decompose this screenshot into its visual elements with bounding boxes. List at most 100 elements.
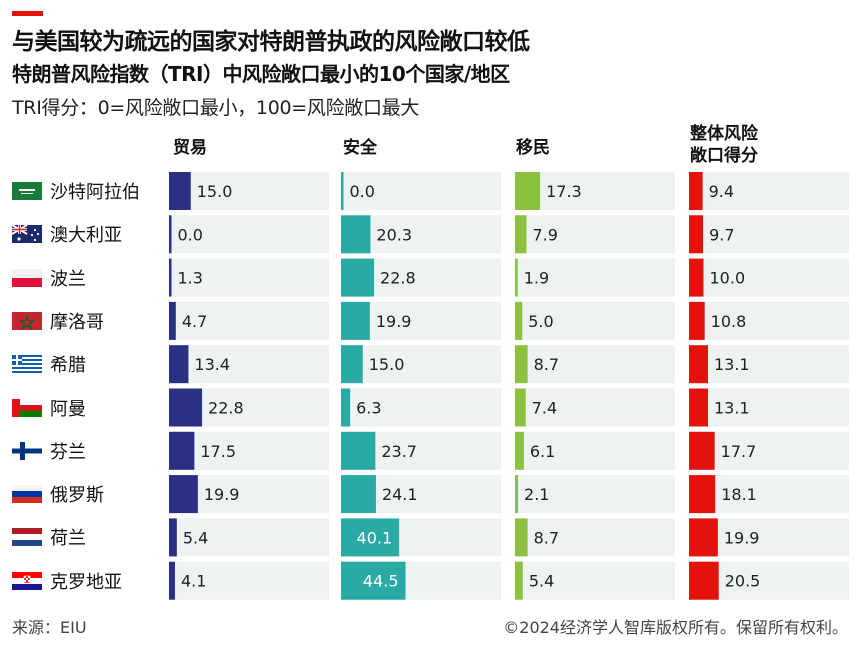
country-row-label: 俄罗斯: [12, 474, 104, 514]
bar-track: [689, 215, 849, 254]
series-migration: 17.3 7.9 1.9 5.0 8.7 7.4 6.1 2.1 8.7 5.4: [515, 172, 675, 600]
data-label-security: 19.9: [376, 312, 412, 331]
bar-security: [341, 561, 406, 600]
bar-track: [341, 388, 501, 427]
greece-flag: [12, 355, 42, 374]
bar-trade: [169, 172, 191, 210]
column-header-trade: 贸易: [173, 138, 207, 158]
bar-track: [341, 345, 501, 384]
bar-overall: [689, 172, 703, 210]
bar-track: [689, 431, 849, 470]
data-label-migration: 5.4: [529, 572, 554, 591]
bar-migration: [515, 561, 523, 600]
data-label-trade: 5.4: [183, 528, 208, 547]
chart-subtitle: 特朗普风险指数（TRI）中风险敞口最小的10个国家/地区: [12, 62, 510, 86]
data-label-migration: 17.3: [546, 182, 582, 201]
bar-track: [515, 475, 675, 514]
bar-overall: [689, 215, 704, 254]
data-label-security: 24.1: [382, 485, 418, 504]
bar-security: [341, 301, 370, 340]
data-label-migration: 7.4: [532, 399, 557, 418]
bar-trade: [169, 518, 177, 557]
australia-flag: [12, 225, 42, 244]
bar-security: [341, 172, 344, 210]
bar-trade: [169, 215, 172, 254]
data-label-overall: 18.1: [721, 485, 757, 504]
country-name: 荷兰: [50, 528, 86, 550]
data-label-overall: 17.7: [721, 442, 757, 461]
accent-rule: [12, 11, 43, 16]
bar-security: [341, 518, 400, 557]
bar-trade: [169, 475, 198, 514]
chart-title: 与美国较为疏远的国家对特朗普执政的风险敞口较低: [12, 29, 530, 55]
country-name: 希腊: [50, 355, 86, 377]
bar-security: [341, 258, 375, 297]
bar-track: [515, 431, 675, 470]
data-label-overall: 19.9: [724, 528, 760, 547]
country-name: 阿曼: [50, 398, 86, 420]
bar-track: [169, 172, 329, 210]
scale-note: TRI得分：0=风险敞口最小，100=风险敞口最大: [12, 97, 420, 119]
country-name: 芬兰: [50, 441, 86, 463]
bar-overall: [689, 258, 704, 297]
data-label-migration: 7.9: [532, 225, 557, 244]
data-label-trade: 0.0: [178, 225, 203, 244]
data-label-migration: 5.0: [528, 312, 553, 331]
copyright-note: ©2024经济学人智库版权所有。保留所有权利。: [503, 618, 848, 637]
croatia-flag: [12, 571, 42, 590]
oman-flag: [12, 398, 42, 417]
bar-migration: [515, 258, 518, 297]
data-label-overall: 9.7: [709, 225, 734, 244]
bar-track: [515, 172, 675, 210]
netherlands-flag: [12, 528, 42, 547]
data-label-overall: 9.4: [709, 182, 734, 201]
bar-migration: [515, 475, 519, 514]
country-row-label: 波兰: [12, 258, 86, 298]
bar-security: [341, 215, 371, 254]
bar-migration: [515, 215, 527, 254]
bar-track: [689, 301, 849, 340]
data-label-migration: 6.1: [530, 442, 555, 461]
series-security: 0.0 20.3 22.8 19.9 15.0 6.3 23.7 24.1 40.1 44.5: [341, 172, 501, 600]
country-name: 波兰: [50, 268, 86, 290]
source-note: 来源：EIU: [12, 618, 87, 637]
poland-flag: [12, 268, 42, 287]
bar-overall: [689, 345, 708, 384]
data-label-security: 20.3: [376, 225, 412, 244]
data-label-security: 22.8: [380, 269, 416, 288]
bar-security: [341, 431, 376, 470]
bar-migration: [515, 301, 523, 340]
bar-track: [515, 258, 675, 297]
bar-track: [689, 388, 849, 427]
data-label-trade: 15.0: [197, 182, 233, 201]
bar-overall: [689, 431, 715, 470]
bar-track: [689, 172, 849, 210]
morocco-flag: [12, 311, 42, 330]
data-label-overall: 10.0: [710, 269, 746, 288]
bar-track: [169, 301, 329, 340]
bar-migration: [515, 518, 528, 557]
data-label-security: 44.5: [363, 572, 399, 591]
bar-track: [515, 301, 675, 340]
data-label-overall: 13.1: [714, 399, 750, 418]
data-label-migration: 2.1: [524, 485, 549, 504]
data-label-security: 6.3: [356, 399, 381, 418]
bar-track: [169, 345, 329, 384]
bar-overall: [689, 301, 705, 340]
data-label-trade: 1.3: [178, 269, 203, 288]
bar-trade: [169, 431, 195, 470]
column-header-overall: 整体风险 敞口得分: [690, 124, 758, 166]
data-label-overall: 10.8: [711, 312, 747, 331]
bar-trade: [169, 345, 189, 384]
bar-track: [515, 388, 675, 427]
data-label-security: 15.0: [369, 355, 405, 374]
data-label-overall: 20.5: [725, 572, 761, 591]
data-label-security: 40.1: [357, 528, 393, 547]
country-row-label: 希腊: [12, 344, 86, 384]
data-label-trade: 13.4: [194, 355, 230, 374]
bar-track: [341, 172, 501, 210]
country-row-label: 荷兰: [12, 517, 86, 557]
country-name: 俄罗斯: [50, 485, 104, 507]
country-row-label: 克罗地亚: [12, 561, 122, 601]
